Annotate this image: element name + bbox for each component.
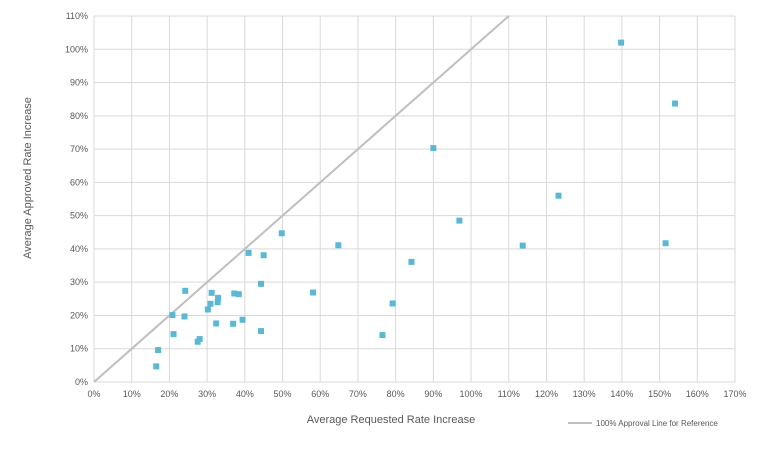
data-point [258,328,265,335]
x-tick-label: 170% [723,389,746,399]
y-axis-title: Average Approved Rate Increase [22,97,34,259]
data-point [239,316,246,323]
data-points [153,39,679,370]
y-tick-label: 70% [70,144,88,154]
data-point [213,320,220,327]
reference-line [93,15,510,383]
y-tick-label: 20% [70,310,88,320]
data-point [245,249,252,256]
data-point [214,299,221,306]
data-point [389,300,396,307]
data-point [215,294,222,301]
data-point [155,347,162,354]
data-point [618,39,625,46]
data-point [408,258,415,265]
data-point [310,289,317,296]
y-tick-label: 80% [70,111,88,121]
data-point [207,300,214,307]
data-point [555,192,562,199]
y-tick-label: 60% [70,177,88,187]
data-point [196,336,203,343]
reference-line-group [93,15,510,383]
y-axis-tick-labels: 0% 10% 20% 30% 40% 50% 60% 70% 80% 90% 100% 110% [65,11,88,387]
data-point [260,252,267,259]
y-tick-label: 110% [66,11,88,21]
x-tick-label: 50% [274,389,292,399]
data-point [662,240,669,247]
y-tick-label: 90% [70,78,88,88]
y-tick-label: 0% [75,377,88,387]
x-tick-label: 20% [160,389,178,399]
y-tick-label: 50% [70,211,88,221]
data-point [153,363,160,370]
x-tick-label: 70% [349,389,367,399]
data-point [379,332,386,339]
x-tick-label: 110% [498,389,520,399]
data-point [182,287,189,294]
data-point [258,280,265,287]
x-tick-label: 140% [610,389,633,399]
x-tick-label: 150% [648,389,671,399]
x-tick-label: 60% [311,389,329,399]
y-tick-label: 30% [70,277,88,287]
data-point [519,242,526,249]
y-tick-label: 10% [70,344,88,354]
data-point [208,289,215,296]
data-point [169,312,176,319]
x-axis-title: Average Requested Rate Increase [307,414,476,426]
data-point [235,291,242,298]
x-tick-label: 100% [460,389,483,399]
grid-lines [93,15,736,383]
data-point [181,313,188,320]
data-point [170,331,177,338]
x-tick-label: 120% [535,389,558,399]
y-tick-label: 40% [70,244,88,254]
x-tick-label: 130% [573,389,596,399]
x-axis-tick-labels: 0% 10% 20% 30% 40% 50% 60% 70% 80% 90% 100% 110% 120… [87,389,746,399]
legend-label: 100% Approval Line for Reference [596,419,718,428]
x-tick-label: 40% [236,389,254,399]
y-tick-label: 100% [65,44,88,54]
x-tick-label: 160% [686,389,709,399]
data-point [231,290,238,297]
data-point [204,306,211,313]
data-point [672,100,679,107]
data-point [278,230,285,237]
data-point [456,217,463,224]
legend: 100% Approval Line for Reference [568,419,718,428]
x-tick-label: 90% [424,389,442,399]
x-tick-label: 30% [198,389,216,399]
x-tick-label: 80% [387,389,405,399]
data-point [335,242,342,249]
x-tick-label: 10% [123,389,141,399]
data-point [230,320,237,327]
data-point [430,145,437,152]
x-tick-label: 0% [87,389,100,399]
